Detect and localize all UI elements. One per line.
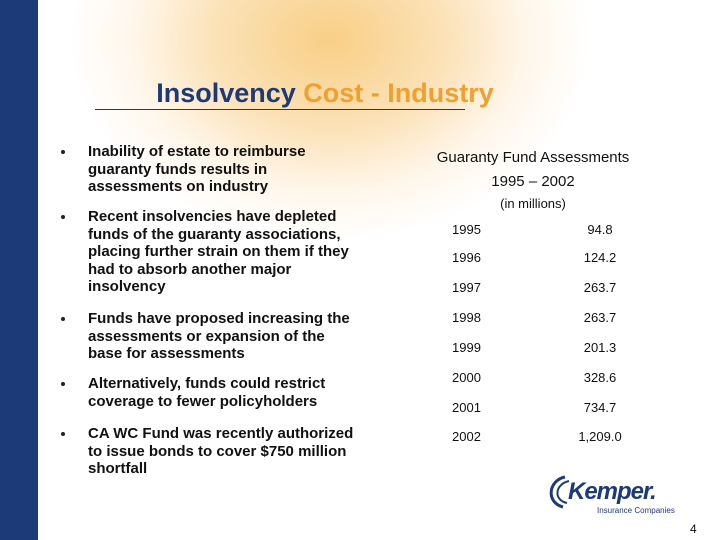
amount-cell: 263.7 (583, 280, 617, 295)
year-cell: 1998 (452, 310, 481, 325)
amount-cell: 263.7 (583, 310, 617, 325)
year-cell: 1996 (452, 250, 481, 265)
title-part: Insolvency (156, 78, 296, 108)
year-cell: 1999 (452, 340, 481, 355)
page-number: 4 (690, 522, 697, 536)
bullet-dot (61, 317, 65, 321)
bullet-dot (61, 382, 65, 386)
title-part: Cost - Industry (303, 78, 494, 108)
logo-swoosh (549, 475, 570, 509)
amount-cell: 328.6 (583, 370, 617, 385)
amount-cell: 1,209.0 (578, 429, 622, 444)
bullet-text: CA WC Fund was recently authorized to is… (88, 425, 354, 477)
amount-cell: 734.7 (583, 400, 617, 415)
slide-title: Insolvency Cost - Industry (60, 78, 590, 109)
bullet-text: Inability of estate to reimburse guarant… (88, 143, 306, 195)
bullet-dot (61, 432, 65, 436)
year-cell: 2000 (452, 370, 481, 385)
table-unit: (in millions) (500, 196, 566, 211)
side-band (0, 0, 38, 540)
year-cell: 2002 (452, 429, 481, 444)
year-cell: 1997 (452, 280, 481, 295)
year-cell: 1995 (452, 222, 481, 237)
bullet-dot (61, 215, 65, 219)
amount-cell: 124.2 (583, 250, 617, 265)
amount-cell: 94.8 (587, 222, 613, 237)
bullet-text: Alternatively, funds could restrict cove… (88, 375, 326, 410)
table-title: Guaranty Fund Assessments (436, 149, 630, 166)
bullet-dot (61, 150, 65, 154)
logo-tagline: Insurance Companies (597, 506, 675, 515)
year-cell: 2001 (452, 400, 481, 415)
logo-name: Kemper. (568, 478, 657, 505)
title-rule (95, 109, 465, 110)
amount-cell: 201.3 (583, 340, 617, 355)
bullet-text: Funds have proposed increasing the asses… (88, 310, 350, 362)
bullet-text: Recent insolvencies have depleted funds … (88, 208, 349, 295)
table-period: 1995 – 2002 (491, 173, 575, 190)
